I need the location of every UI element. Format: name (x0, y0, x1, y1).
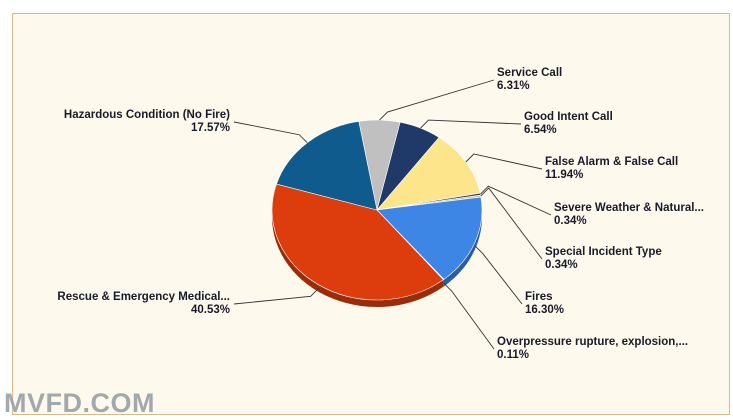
slice-label: Rescue & Emergency Medical... (57, 291, 230, 303)
slice-label: Fires (525, 291, 553, 303)
slice-label: Hazardous Condition (No Fire) (64, 109, 230, 121)
pie-slice-side (443, 210, 482, 287)
slice-percent: 6.54% (524, 124, 557, 136)
slice-percent: 0.11% (497, 349, 529, 361)
pie-slice-side (443, 279, 444, 287)
leader-line (480, 187, 543, 260)
leader-line (443, 282, 495, 350)
watermark: MVFD.COM (4, 388, 155, 418)
slice-label: Service Call (497, 67, 562, 79)
slice-label: False Alarm & False Call (545, 156, 678, 168)
leader-line (480, 185, 552, 216)
leader-line (420, 119, 522, 129)
pie-slices (271, 119, 483, 301)
leader-line (474, 245, 523, 305)
slice-percent: 0.34% (545, 259, 578, 271)
leader-line (379, 79, 495, 121)
slice-percent: 40.53% (191, 304, 230, 316)
pie-slice (376, 137, 481, 211)
slice-label: Overpressure rupture, explosion,... (497, 336, 688, 348)
slice-percent: 0.34% (554, 215, 587, 227)
pie-slice (376, 196, 483, 280)
slice-label: Good Intent Call (524, 111, 613, 123)
slice-label: Special Incident Type (545, 246, 662, 258)
slice-percent: 17.57% (191, 122, 230, 134)
leader-line (233, 287, 319, 305)
slice-percent: 11.94% (545, 169, 583, 181)
slice-percent: 6.31% (497, 80, 530, 92)
slice-label: Severe Weather & Natural... (554, 202, 704, 214)
pie-slice (271, 183, 444, 301)
slice-percent: 16.30% (525, 304, 564, 316)
leader-line (465, 153, 543, 170)
leader-line (233, 121, 308, 144)
